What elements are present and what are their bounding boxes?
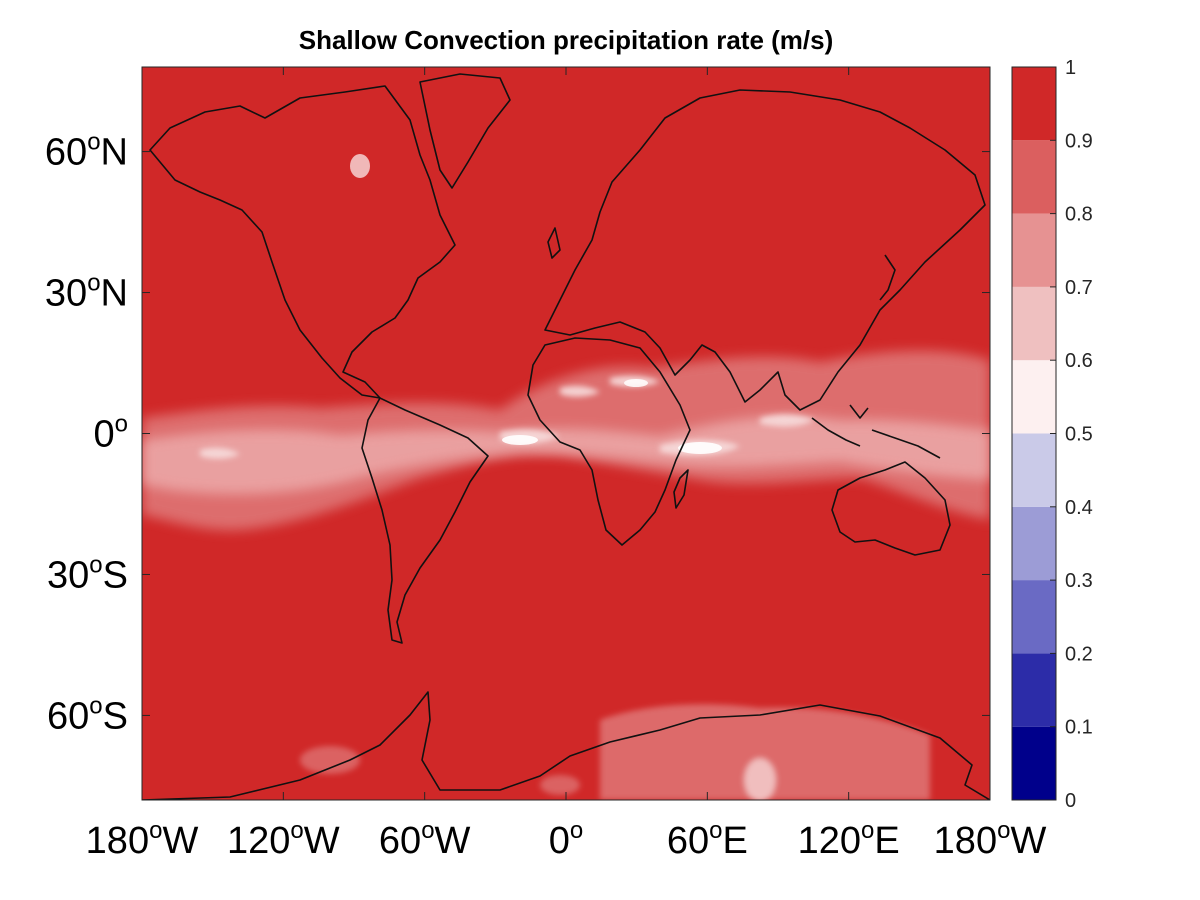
coastline-madagascar bbox=[673, 469, 689, 509]
x-tick-label: 120oW bbox=[227, 817, 340, 862]
colorbar-segment bbox=[1012, 67, 1056, 141]
coastline-south-america bbox=[361, 397, 489, 644]
colorbar-tick-label: 0.8 bbox=[1065, 204, 1093, 226]
colorbar-segment bbox=[1012, 506, 1056, 581]
coastline-north-america bbox=[149, 85, 456, 399]
colorbar-segment bbox=[1012, 726, 1056, 800]
band-level-0.7 bbox=[142, 415, 990, 495]
x-tick-labels: 180oW 120oW 60oW 0o 60oE 120oE 180oW bbox=[86, 817, 1047, 862]
patch bbox=[300, 746, 360, 774]
tick-marks bbox=[141, 67, 991, 800]
colorbar-tick-label: 1 bbox=[1065, 57, 1076, 79]
y-tick-label: 30oS bbox=[47, 551, 128, 596]
chart-title: Shallow Convection precipitation rate (m… bbox=[299, 25, 834, 55]
coastlines bbox=[142, 73, 990, 800]
colorbar-segment bbox=[1012, 653, 1056, 727]
antarctic-patches bbox=[300, 704, 930, 800]
colorbar-tick-label: 0.7 bbox=[1065, 277, 1093, 299]
coastline-indonesia bbox=[811, 404, 941, 459]
colorbar-segment bbox=[1012, 433, 1056, 507]
tropical-band bbox=[142, 154, 990, 531]
coastline-africa bbox=[527, 337, 691, 546]
colorbar-tick-label: 0 bbox=[1065, 790, 1076, 812]
x-tick-label: 60oW bbox=[379, 817, 471, 862]
colorbar-segment bbox=[1012, 360, 1056, 434]
patch bbox=[540, 775, 580, 795]
patch bbox=[744, 758, 776, 800]
coastline-japan bbox=[879, 254, 896, 301]
x-tick-label: 0o bbox=[549, 817, 584, 862]
colorbar: 0 0.1 0.2 0.3 0.4 0.5 0.6 0.7 0.8 0.9 1 bbox=[1011, 57, 1093, 812]
x-tick-label: 60oE bbox=[667, 817, 748, 862]
colorbar-segment bbox=[1012, 580, 1056, 654]
colorbar-segment bbox=[1012, 213, 1056, 287]
x-tick-label: 180oW bbox=[86, 817, 199, 862]
colorbar-tick-label: 0.5 bbox=[1065, 424, 1093, 446]
y-tick-label: 0o bbox=[94, 411, 129, 456]
colorbar-tick-label: 0.2 bbox=[1065, 643, 1093, 665]
colorbar-tick-label: 0.1 bbox=[1065, 717, 1093, 739]
coastline-greenland bbox=[419, 73, 511, 189]
hotspot bbox=[624, 379, 648, 387]
x-tick-label: 180oW bbox=[934, 817, 1047, 862]
hotspot bbox=[350, 154, 370, 178]
colorbar-segment bbox=[1012, 140, 1056, 214]
colorbar-tick-label: 0.4 bbox=[1065, 497, 1093, 519]
patch bbox=[600, 704, 930, 800]
y-tick-label: 60oN bbox=[45, 129, 128, 174]
coastline-uk bbox=[547, 227, 561, 259]
colorbar-segment bbox=[1012, 286, 1056, 361]
colorbar-tick-label: 0.3 bbox=[1065, 570, 1093, 592]
plot-area bbox=[142, 67, 990, 800]
colorbar-tick-label: 0.9 bbox=[1065, 130, 1093, 152]
y-tick-label: 60oS bbox=[47, 692, 128, 737]
coastline-eurasia bbox=[544, 89, 986, 411]
hotspot bbox=[502, 435, 538, 445]
coastline-australia bbox=[831, 461, 951, 556]
coastline-antarctica bbox=[142, 691, 990, 800]
x-tick-label: 120oE bbox=[798, 817, 900, 862]
y-tick-labels: 60oN 30oN 0o 30oS 60oS bbox=[45, 129, 128, 738]
hotspot bbox=[678, 442, 722, 454]
y-tick-label: 30oN bbox=[45, 270, 128, 315]
colorbar-tick-label: 0.6 bbox=[1065, 350, 1093, 372]
